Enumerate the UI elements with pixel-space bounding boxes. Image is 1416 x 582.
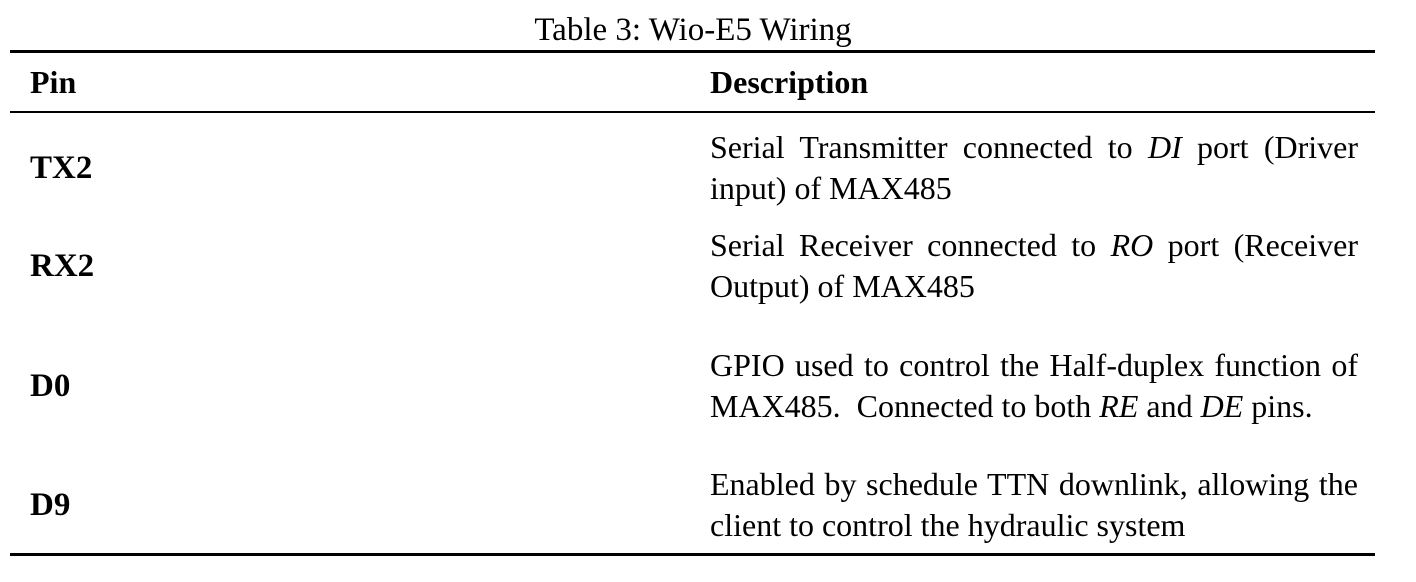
description-text: port (Driver input) of MAX485 bbox=[710, 129, 1359, 206]
table-row: RX2 Serial Receiver connected to RO port… bbox=[10, 217, 1375, 315]
description-cell: Serial Transmitter connected to DI port … bbox=[710, 127, 1358, 209]
table-caption: Table 3: Wio-E5 Wiring bbox=[534, 12, 852, 48]
header-pin: Pin bbox=[30, 63, 77, 100]
pin-cell: TX2 bbox=[30, 149, 93, 186]
table-top-rule bbox=[10, 50, 1375, 53]
description-cell: Enabled by schedule TTN downlink, allowi… bbox=[710, 464, 1358, 546]
description-text: pins. bbox=[1243, 388, 1313, 424]
description-text: GPIO used to control the Half-duplex fun… bbox=[710, 347, 1366, 424]
description-text: Serial Receiver connected to bbox=[710, 227, 1111, 263]
table-row: D0 GPIO used to control the Half-duplex … bbox=[10, 315, 1375, 457]
pin-cell: D0 bbox=[30, 367, 71, 404]
table-header-rule bbox=[10, 111, 1375, 113]
pin-cell: RX2 bbox=[30, 247, 95, 284]
pin-name: DE bbox=[1200, 388, 1244, 424]
table-header-row: Pin Description bbox=[10, 53, 1375, 111]
description-text: Enabled by schedule TTN downlink, allowi… bbox=[710, 466, 1358, 543]
pin-name: RE bbox=[1099, 388, 1139, 424]
description-text: and bbox=[1138, 388, 1201, 424]
table-row: TX2 Serial Transmitter connected to DI p… bbox=[10, 119, 1375, 217]
description-cell: GPIO used to control the Half-duplex fun… bbox=[710, 345, 1358, 427]
header-description: Description bbox=[710, 63, 869, 100]
pin-cell: D9 bbox=[30, 486, 71, 523]
description-cell: Serial Receiver connected to RO port (Re… bbox=[710, 225, 1358, 307]
port-name: DI bbox=[1147, 129, 1182, 165]
description-text: port (Receiver Output) of MAX485 bbox=[710, 227, 1359, 304]
description-text: Serial Transmitter connected to bbox=[710, 129, 1148, 165]
port-name: RO bbox=[1110, 227, 1154, 263]
table-row: D9 Enabled by schedule TTN downlink, all… bbox=[10, 457, 1375, 553]
table-bottom-rule bbox=[10, 553, 1375, 556]
wiring-table: Pin Description TX2 Serial Transmitter c… bbox=[10, 50, 1375, 556]
